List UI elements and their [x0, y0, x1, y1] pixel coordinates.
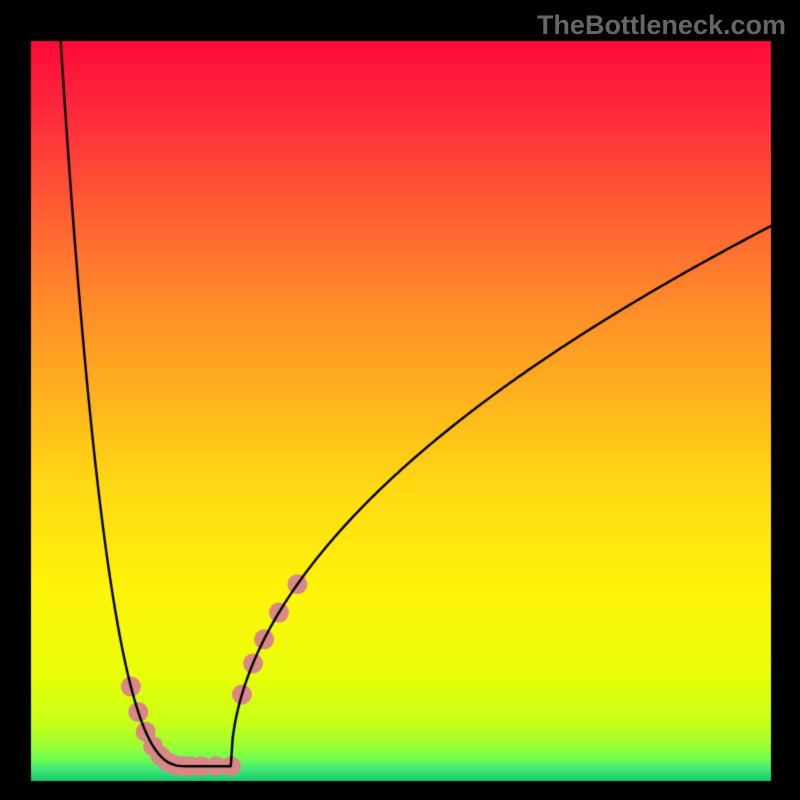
bottleneck-chart — [0, 0, 800, 800]
